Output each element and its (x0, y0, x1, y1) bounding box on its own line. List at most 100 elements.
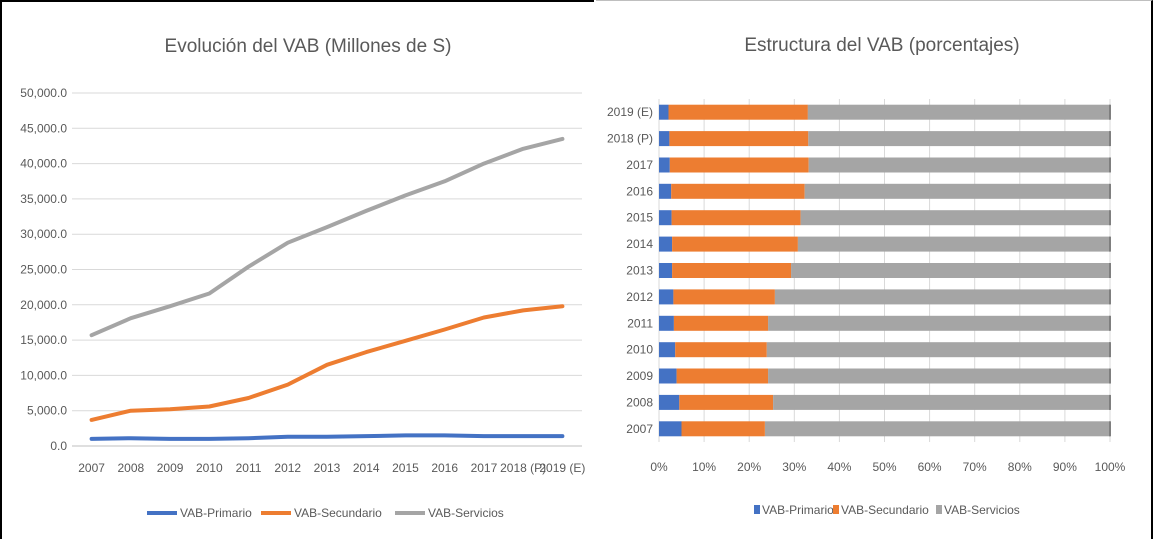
bar-segment-vab-primario (659, 236, 673, 252)
y-tick-label: 2010 (626, 343, 653, 357)
x-tick-label: 20% (737, 460, 761, 474)
bar-segment-vab-servicios (768, 368, 1110, 384)
x-tick-label: 2008 (117, 461, 144, 475)
x-tick-label: 0% (650, 460, 668, 474)
bar-segment-vab-secundario (673, 315, 769, 331)
bar-segment-vab-primario (659, 315, 674, 331)
y-tick-label: 2011 (627, 316, 653, 330)
bar-segment-vab-secundario (672, 236, 798, 252)
y-tick-label: 2016 (626, 184, 653, 198)
y-tick-label: 2008 (626, 395, 653, 409)
y-tick-label: 40,000.0 (20, 157, 67, 171)
y-tick-label: 10,000.0 (20, 368, 67, 382)
x-tick-label: 80% (1008, 460, 1032, 474)
bar-segment-vab-secundario (673, 289, 775, 305)
bar-segment-vab-servicios (768, 315, 1110, 331)
bar-segment-vab-servicios (791, 263, 1110, 278)
bar-segment-vab-servicios (774, 289, 1110, 305)
bar-chart-panel: Estructura del VAB (porcentajes) 0% 10% 20%… (596, 0, 1153, 539)
stacked-bar-chart: Estructura del VAB (porcentajes) 0% 10% 20%… (607, 35, 1126, 517)
bar-segment-vab-secundario (681, 421, 765, 437)
x-tick-label: 2011 (236, 461, 262, 475)
bar-segment-vab-primario (659, 183, 672, 199)
y-tick-label: 2007 (626, 422, 653, 436)
y-tick-label: 30,000.0 (20, 227, 67, 241)
bar-segment-vab-primario (659, 421, 682, 437)
bar-segment-vab-secundario (668, 104, 808, 120)
legend-swatch (754, 505, 760, 514)
x-tick-label: 10% (692, 460, 716, 474)
x-tick-label: 2018 (P) (500, 461, 546, 475)
line-chart: Evolución del VAB (Millones de S) 0.0 5,00… (20, 36, 585, 520)
y-tick-label: 2012 (626, 290, 653, 304)
bar-segment-vab-secundario (676, 368, 769, 384)
y-tick-label: 25,000.0 (20, 263, 67, 277)
bar-segment-vab-servicios (766, 342, 1110, 358)
bar-segment-vab-servicios (800, 210, 1110, 226)
y-tick-label: 2009 (626, 369, 653, 383)
bar-segment-vab-primario (659, 368, 677, 384)
series-line-vab-secundario (89, 304, 565, 422)
bar-segment-vab-servicios (808, 131, 1110, 147)
legend-swatch (936, 505, 942, 514)
bar-segment-vab-servicios (765, 421, 1110, 437)
bar-segment-vab-secundario (679, 394, 774, 410)
chart-title: Evolución del VAB (Millones de S) (165, 36, 452, 57)
y-tick-label: 5,000.0 (27, 404, 67, 418)
x-tick-label: 2015 (392, 461, 419, 475)
x-tick-label: 2014 (353, 461, 380, 475)
x-tick-label: 2007 (78, 461, 105, 475)
x-tick-label: 90% (1053, 460, 1077, 474)
bar-segment-vab-secundario (671, 183, 805, 199)
bar-segment-vab-secundario (669, 131, 809, 147)
y-tick-label: 20,000.0 (20, 298, 67, 312)
bar-segment-vab-servicios (773, 394, 1110, 410)
x-tick-label: 50% (872, 460, 896, 474)
bar-segment-vab-primario (659, 157, 670, 173)
bar-segment-vab-servicios (797, 236, 1110, 252)
line-chart-panel: Evolución del VAB (Millones de S) 0.0 5,00… (0, 0, 594, 539)
series-line-vab-servicios (89, 136, 565, 338)
y-tick-label: 35,000.0 (20, 192, 67, 206)
bar-segment-vab-primario (659, 289, 674, 305)
x-tick-label: 2016 (431, 461, 458, 475)
y-tick-label: 45,000.0 (20, 121, 67, 135)
y-tick-label: 2014 (626, 237, 653, 251)
bar-segment-vab-secundario (675, 342, 767, 358)
chart-title: Estructura del VAB (porcentajes) (744, 35, 1019, 56)
bar-segment-vab-servicios (807, 104, 1110, 120)
legend-label: VAB-Servicios (428, 506, 504, 520)
legend-label: VAB-Primario (762, 503, 834, 517)
x-tick-label: 70% (963, 460, 987, 474)
x-tick-label: 2012 (274, 461, 301, 475)
x-tick-label: 30% (782, 460, 806, 474)
y-tick-label: 2013 (626, 264, 653, 278)
bar-segment-vab-servicios (804, 183, 1110, 199)
x-tick-label: 2009 (157, 461, 184, 475)
x-tick-label: 40% (827, 460, 851, 474)
legend-label: VAB-Primario (180, 506, 252, 520)
x-tick-label: 2017 (471, 461, 498, 475)
legend-swatch (833, 505, 839, 514)
y-tick-label: 0.0 (50, 439, 67, 453)
x-tick-label: 60% (918, 460, 942, 474)
bar-segment-vab-secundario (672, 263, 792, 278)
x-tick-label: 100% (1095, 460, 1126, 474)
legend-label: VAB-Secundario (841, 503, 929, 517)
bar-segment-vab-primario (659, 131, 670, 147)
bar-segment-vab-secundario (669, 157, 809, 173)
x-tick-label: 2010 (196, 461, 223, 475)
y-tick-label: 2018 (P) (607, 132, 653, 146)
bar-segment-vab-primario (659, 104, 669, 120)
y-tick-label: 2019 (E) (607, 105, 653, 119)
y-tick-label: 2017 (626, 158, 653, 172)
legend-label: VAB-Secundario (294, 506, 382, 520)
bar-segment-vab-primario (659, 394, 680, 410)
bar-segment-vab-primario (659, 263, 673, 278)
x-tick-label: 2013 (314, 461, 341, 475)
y-tick-label: 2015 (626, 211, 653, 225)
legend-label: VAB-Servicios (944, 503, 1020, 517)
bar-segment-vab-primario (659, 210, 672, 226)
bar-segment-vab-primario (659, 342, 676, 358)
x-tick-label: 2019 (E) (539, 461, 585, 475)
